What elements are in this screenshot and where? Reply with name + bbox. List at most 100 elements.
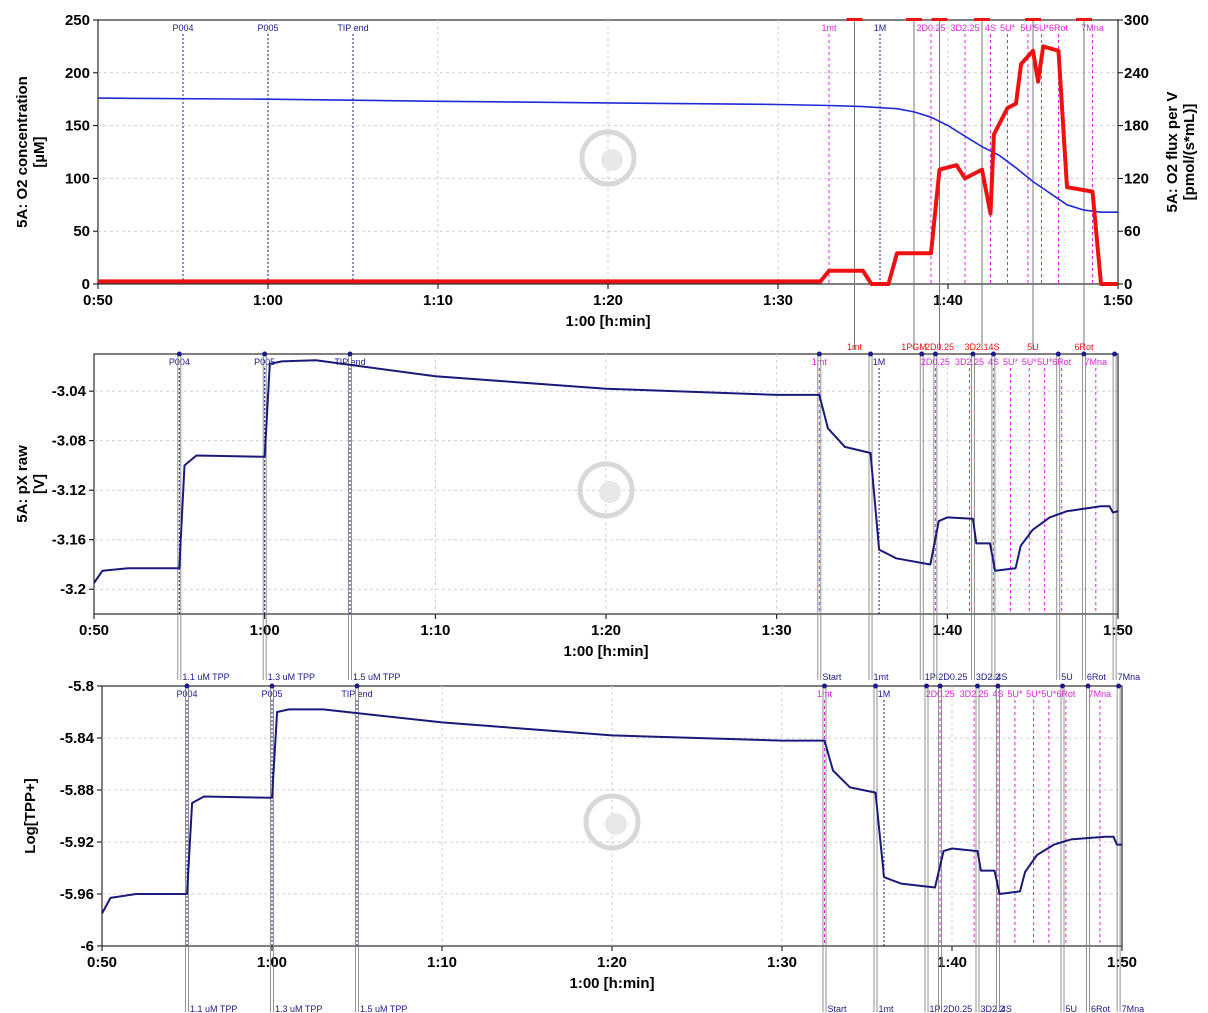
injection-marker-bar [846, 18, 863, 21]
panel-1: 0:50 1:00 1:10 1:20 1:30 1:40 1:50 1:00 [h:min]… [14, 12, 1198, 352]
addition-marker-dot [975, 683, 980, 689]
titration-marker-label: 5U* [1034, 23, 1050, 33]
addition-marker-dot [873, 683, 878, 689]
y-tick-label: 100 [65, 170, 90, 187]
event-marker-label: 1M [873, 357, 886, 367]
addition-marker-label: 1.1 uM TPP [190, 1004, 237, 1013]
y-tick-label: -5.84 [60, 730, 95, 747]
y-tick-label: 0 [82, 276, 90, 293]
addition-marker-dot [1085, 683, 1091, 689]
event-marker-label: P004 [169, 357, 190, 367]
injection-marker-label: 1PGM [901, 342, 927, 352]
titration-marker-label: 4S [988, 357, 999, 367]
y2-tick-label: 0 [1124, 276, 1132, 293]
titration-marker-label: 5U* [1037, 357, 1053, 367]
addition-marker-label: 1.3 uM TPP [268, 672, 315, 682]
addition-marker-label: 4S [1001, 1004, 1012, 1013]
addition-marker-dot [868, 351, 874, 357]
addition-marker-label: 3D2.2 [976, 672, 1000, 682]
injection-marker-label: 1mt [847, 342, 863, 352]
x-tick-label: 1:30 [763, 292, 793, 309]
x-tick-label: 1:00 [253, 292, 283, 309]
addition-marker-dot [937, 683, 943, 689]
titration-marker-label: 6Rot [1056, 689, 1076, 699]
event-marker-label: TIP end [334, 357, 365, 367]
injection-marker-label: 5U [1027, 342, 1039, 352]
addition-marker-dot [970, 351, 976, 357]
addition-marker-label: 6Rot [1087, 672, 1107, 682]
addition-marker-label: 1.5 uM TPP [353, 672, 400, 682]
titration-marker-label: 5U* [1000, 23, 1016, 33]
titration-marker-label: 5U* [1022, 357, 1038, 367]
x-tick-label: 1:50 [1107, 954, 1137, 971]
x-tick-label: 1:30 [762, 622, 792, 639]
addition-marker-label: 5U [1066, 1004, 1078, 1013]
y2-tick-label: 120 [1124, 170, 1149, 187]
x-tick-label: 1:30 [767, 954, 797, 971]
titration-marker-label: 6Rot [1052, 357, 1072, 367]
addition-marker-label: 1.3 uM TPP [275, 1004, 322, 1013]
y-tick-label: -3.2 [60, 581, 86, 598]
x-tick-label: 1:40 [933, 292, 963, 309]
titration-marker-label: 1mt [817, 689, 833, 699]
titration-marker-label: 7Mna [1081, 23, 1104, 33]
event-marker-label: TIP end [341, 689, 372, 699]
x-axis-label: 1:00 [h:min] [565, 313, 650, 330]
y-axis-label: 5A: O2 concentration[µM] [14, 76, 48, 228]
titration-marker-label: 5U* [1026, 689, 1042, 699]
addition-marker-label: 4S [996, 672, 1007, 682]
addition-marker-dot [1081, 351, 1087, 357]
titration-marker-label: 2D0.25 [926, 689, 955, 699]
addition-marker-dot [176, 351, 182, 357]
addition-marker-dot [347, 351, 353, 357]
addition-marker-label: 2D0.25 [938, 672, 967, 682]
addition-marker-dot [262, 351, 268, 357]
x-axis-label: 1:00 [h:min] [569, 975, 654, 992]
panel-3: 0:50 1:00 1:10 1:20 1:30 1:40 1:50 1:00 [h:min]… [22, 678, 1144, 1013]
titration-marker-label: 5U* [1007, 689, 1023, 699]
series-o2-concentration [97, 97, 1118, 213]
y-tick-label: -3.08 [52, 433, 86, 450]
y-tick-label: 50 [73, 223, 90, 240]
addition-marker-dot [932, 351, 938, 357]
x-tick-label: 1:40 [932, 622, 962, 639]
addition-marker-label: 1mt [874, 672, 890, 682]
y-tick-label: 200 [65, 65, 90, 82]
addition-marker-label: 6Rot [1091, 1004, 1111, 1013]
addition-marker-label: 5U [1061, 672, 1073, 682]
x-tick-label: 1:20 [591, 622, 621, 639]
titration-marker-label: 6Rot [1049, 23, 1069, 33]
titration-marker-label: 3D2.25 [955, 357, 984, 367]
y-axis-label: Log[TPP+] [22, 778, 39, 853]
addition-marker-dot [184, 683, 190, 689]
event-marker-label: 1M [878, 689, 891, 699]
titration-marker-label: 5U* [1020, 23, 1036, 33]
y-axis-label: 5A: pX raw[V] [14, 445, 48, 523]
titration-marker-label: 7Mna [1089, 689, 1112, 699]
titration-marker-label: 3D2.25 [950, 23, 979, 33]
addition-marker-dot [995, 683, 1001, 689]
y-tick-label: -5.88 [60, 782, 94, 799]
y-tick-label: -5.96 [60, 886, 94, 903]
addition-marker-label: 1.5 uM TPP [360, 1004, 407, 1013]
titration-marker-label: 5U* [1041, 689, 1057, 699]
y2-tick-label: 240 [1124, 65, 1149, 82]
addition-marker-label: 1Pi [925, 672, 938, 682]
x-axis-label: 1:00 [h:min] [563, 643, 648, 660]
x-tick-label: 1:20 [597, 954, 627, 971]
y2-tick-label: 300 [1124, 12, 1149, 29]
injection-marker-label: 3D2.14S [964, 342, 999, 352]
titration-marker-label: 4S [985, 23, 996, 33]
x-tick-label: 1:00 [257, 954, 287, 971]
addition-marker-dot [1112, 351, 1118, 357]
event-marker-label: P005 [257, 23, 278, 33]
addition-marker-label: 7Mna [1118, 672, 1141, 682]
x-tick-label: 0:50 [79, 622, 109, 639]
y-tick-label: -5.92 [60, 834, 94, 851]
y2-tick-label: 60 [1124, 223, 1141, 240]
addition-marker-dot [1055, 351, 1061, 357]
y-tick-label: 250 [65, 12, 90, 29]
addition-marker-label: 3D2.2 [981, 1004, 1005, 1013]
y-tick-label: -3.16 [52, 532, 86, 549]
y2-tick-label: 180 [1124, 118, 1149, 135]
